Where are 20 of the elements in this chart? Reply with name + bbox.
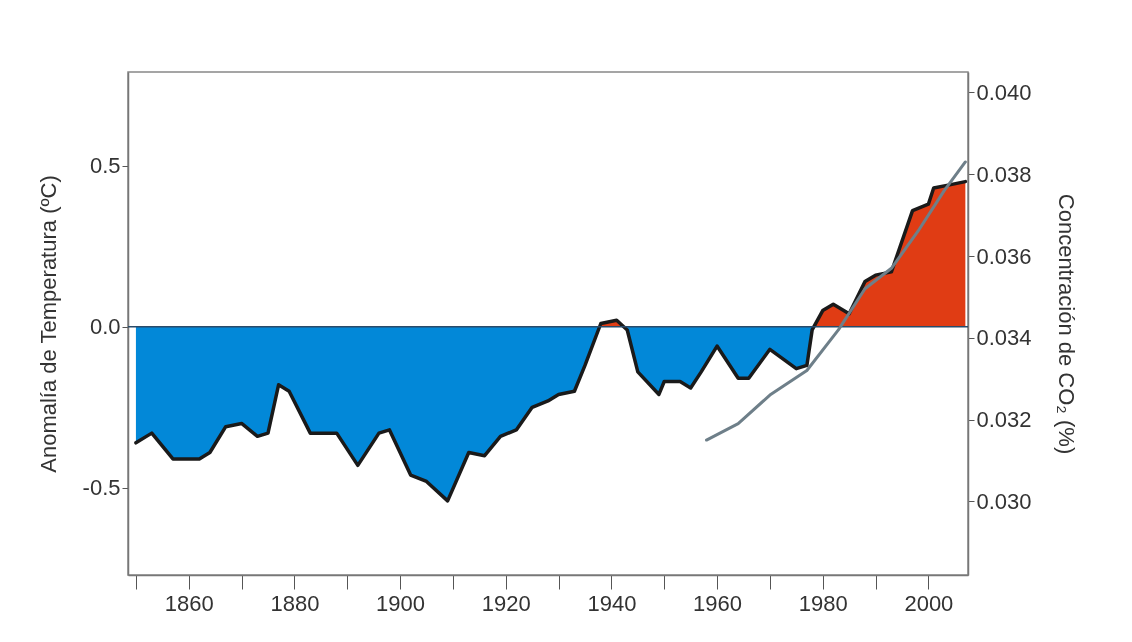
y2-tick-label: 0.034 <box>976 325 1032 351</box>
x-tick-label: 2000 <box>904 590 954 616</box>
y2-tick-label: 0.040 <box>976 79 1032 105</box>
y-tick-label: 0.0 <box>89 314 121 340</box>
x-tick-label: 1900 <box>376 590 426 616</box>
x-tick-label: 1880 <box>270 590 320 616</box>
y2-tick-label: 0.032 <box>976 407 1032 433</box>
x-tick-label: 1960 <box>693 590 743 616</box>
x-tick-label: 1940 <box>587 590 637 616</box>
y-tick-label: 0.5 <box>89 153 121 179</box>
y-axis-title: Anomalía de Temperatura (ºC) <box>35 175 61 473</box>
y2-axis-title: Concentración de CO₂ (%) <box>1053 193 1079 455</box>
y2-tick-label: 0.038 <box>976 161 1032 187</box>
x-tick-label: 1920 <box>481 590 531 616</box>
line-series <box>704 160 967 442</box>
y2-tick-label: 0.030 <box>976 488 1032 514</box>
y-tick-label: -0.5 <box>82 475 121 501</box>
y2-tick-label: 0.036 <box>976 243 1032 269</box>
x-tick-label: 1860 <box>164 590 214 616</box>
x-tick-label: 1980 <box>798 590 848 616</box>
